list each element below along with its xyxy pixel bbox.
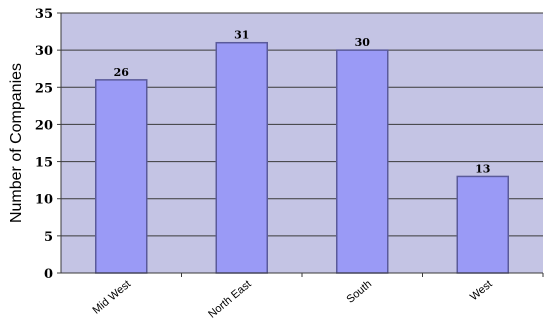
data-label: 13 [475, 162, 490, 175]
y-tick-label: 25 [35, 81, 53, 96]
y-tick-labels: 0 5 10 15 20 25 30 35 [35, 7, 61, 282]
data-label: 30 [355, 36, 371, 49]
y-tick-label: 30 [35, 44, 53, 59]
x-tick-label: North East [206, 278, 254, 321]
y-tick-label: 35 [35, 7, 53, 22]
y-tick-label: 0 [44, 267, 53, 282]
bar [95, 79, 148, 274]
x-tick-label: South [344, 278, 374, 306]
x-tick-label: West [468, 278, 495, 303]
bar [456, 175, 509, 274]
data-labels: 26 31 30 13 [114, 29, 491, 176]
bar [215, 41, 268, 274]
bar [336, 49, 389, 274]
data-label: 26 [114, 66, 130, 79]
data-label: 31 [234, 29, 249, 42]
x-tick-labels: Mid West North East South West [91, 273, 544, 321]
y-tick-label: 15 [35, 156, 53, 171]
y-axis-label: Number of Companies [8, 63, 25, 223]
x-tick-label: Mid West [91, 278, 134, 317]
y-tick-label: 10 [35, 193, 53, 208]
y-tick-label: 5 [44, 230, 53, 245]
y-tick-label: 20 [35, 118, 53, 133]
